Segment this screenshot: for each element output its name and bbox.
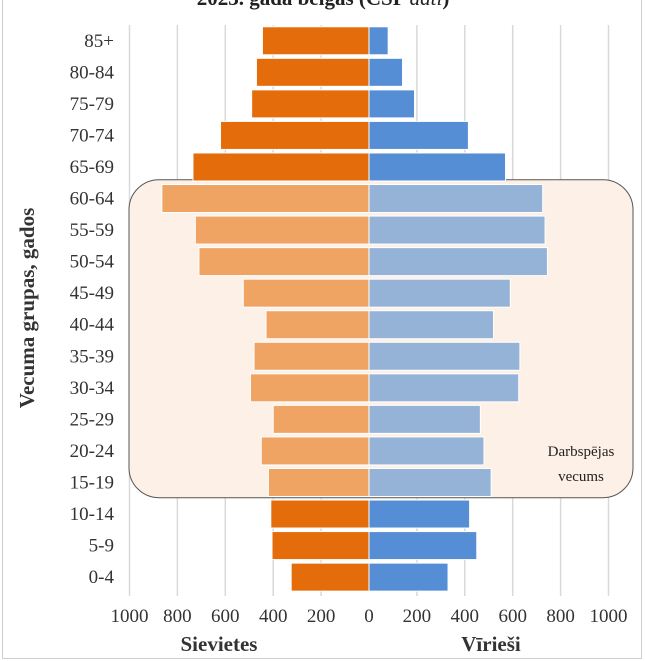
bar-male-70-74 [368, 120, 469, 150]
y-tick-label: 50-54 [70, 252, 115, 273]
x-tick-label: 200 [403, 606, 432, 627]
bar-male-65-69 [368, 152, 507, 182]
bar-male-10-14 [368, 499, 471, 529]
y-tick-label: 65-69 [70, 157, 114, 178]
bar-male-55-59 [368, 215, 546, 245]
x-axis-title-male: Vīrieši [461, 632, 521, 656]
x-tick-label: 1000 [590, 606, 628, 627]
bar-male-80-84 [368, 57, 404, 87]
bar-female-0-4 [290, 562, 370, 592]
bar-male-25-29 [368, 404, 481, 434]
bar-female-15-19 [267, 467, 370, 497]
y-tick-label: 45-49 [70, 283, 114, 304]
x-axis-title-female: Sievietes [181, 632, 258, 656]
y-tick-label: 70-74 [70, 125, 115, 146]
bars [161, 26, 548, 592]
x-tick-label: 1000 [111, 606, 149, 627]
x-tick-label: 0 [364, 606, 374, 627]
bar-female-65-69 [192, 152, 370, 182]
bar-male-60-64 [368, 184, 544, 214]
bar-female-10-14 [270, 499, 370, 529]
bar-female-70-74 [220, 120, 370, 150]
bar-female-5-9 [271, 531, 370, 561]
y-tick-label: 75-79 [70, 94, 114, 115]
bar-male-45-49 [368, 278, 511, 308]
bar-male-40-44 [368, 310, 495, 340]
bar-male-50-54 [368, 247, 548, 277]
bar-female-45-49 [242, 278, 370, 308]
chart-title: 2023. gada beigās (CSP dati) [0, 0, 646, 11]
x-tick-label: 200 [307, 606, 336, 627]
y-tick-label: 30-34 [70, 378, 115, 399]
bar-female-60-64 [161, 184, 370, 214]
y-tick-label: 35-39 [70, 346, 114, 367]
x-tick-label: 400 [259, 606, 288, 627]
bar-male-15-19 [368, 467, 492, 497]
y-tick-label: 25-29 [70, 409, 114, 430]
bar-female-25-29 [272, 404, 370, 434]
x-tick-label: 800 [546, 606, 575, 627]
y-tick-label: 20-24 [70, 441, 115, 462]
bar-female-35-39 [253, 341, 370, 371]
bar-female-30-34 [249, 373, 370, 403]
y-tick-label: 85+ [84, 31, 114, 52]
highlight-label-line1: Darbspējas [548, 444, 615, 460]
bar-female-40-44 [265, 310, 370, 340]
x-tick-label: 800 [163, 606, 192, 627]
x-tick-label: 400 [451, 606, 480, 627]
bar-female-80-84 [255, 57, 370, 87]
bar-male-85+ [368, 26, 389, 56]
x-tick-labels: 1000 800 600 400 200 0 200 400 600 800 1000 [111, 606, 628, 627]
x-tick-label: 600 [498, 606, 527, 627]
y-tick-labels: 0-4 5-9 10-14 15-19 20-24 25-29 30-34 35-39 40-4… [70, 31, 115, 588]
bar-female-50-54 [198, 247, 370, 277]
y-tick-label: 60-64 [70, 189, 115, 210]
y-tick-label: 0-4 [89, 567, 115, 588]
highlight-label-line2: vecums [558, 469, 604, 485]
y-tick-label: 80-84 [70, 62, 115, 83]
x-tick-label: 600 [211, 606, 240, 627]
bar-female-20-24 [260, 436, 370, 466]
bar-female-55-59 [194, 215, 370, 245]
bar-male-5-9 [368, 531, 478, 561]
bar-female-75-79 [251, 89, 370, 119]
y-tick-label: 55-59 [70, 220, 114, 241]
bar-male-0-4 [368, 562, 449, 592]
bar-male-20-24 [368, 436, 485, 466]
y-tick-label: 5-9 [89, 536, 114, 557]
y-tick-label: 10-14 [70, 504, 115, 525]
y-axis-title: Vecuma grupas, gados [15, 208, 39, 409]
bar-male-35-39 [368, 341, 521, 371]
y-tick-label: 40-44 [70, 315, 115, 336]
bar-male-75-79 [368, 89, 416, 119]
bar-male-30-34 [368, 373, 520, 403]
bar-female-85+ [261, 26, 370, 56]
y-tick-label: 15-19 [70, 472, 114, 493]
